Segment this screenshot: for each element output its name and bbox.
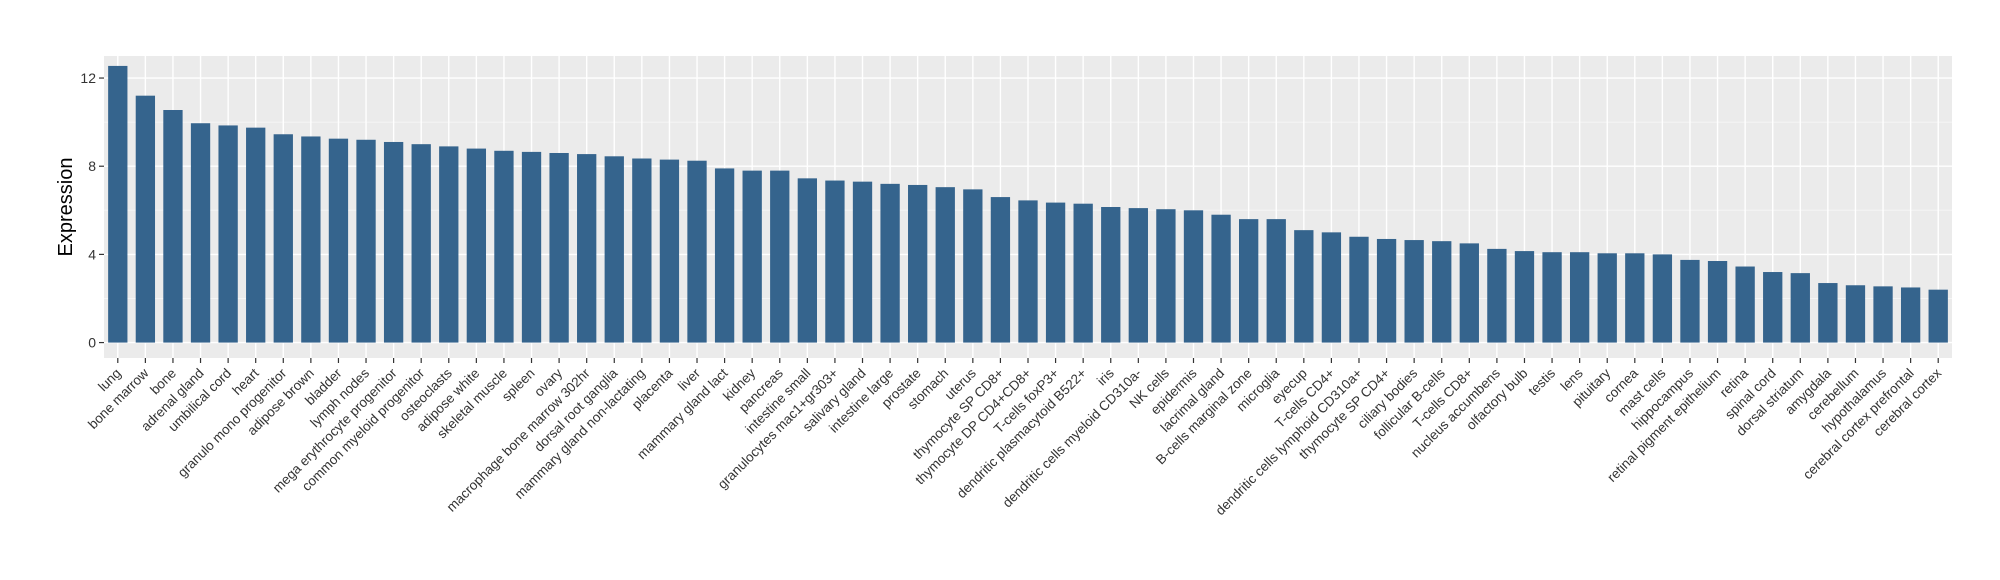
bar — [1707, 261, 1728, 343]
bar — [714, 168, 735, 343]
bars — [108, 65, 1948, 343]
bar — [1128, 208, 1148, 343]
bar — [659, 159, 680, 343]
bar — [108, 65, 128, 343]
bar — [935, 187, 955, 343]
bar — [439, 146, 459, 343]
bar — [1432, 241, 1452, 343]
bar — [1459, 243, 1479, 343]
y-tick-label: 0 — [88, 335, 96, 351]
bar — [1239, 219, 1259, 343]
bar — [1790, 273, 1810, 343]
y-tick-label: 8 — [88, 158, 96, 174]
y-axis: 0 4 8 12 — [80, 70, 104, 351]
bar — [466, 148, 487, 343]
bar — [273, 134, 293, 343]
bar — [1045, 202, 1066, 343]
bar — [1183, 210, 1204, 343]
bar — [1597, 253, 1617, 343]
bar — [1735, 266, 1755, 343]
bar — [1845, 285, 1866, 343]
bar — [328, 138, 349, 343]
bar — [1928, 289, 1948, 343]
bar — [1625, 253, 1645, 343]
y-tick-label: 4 — [88, 246, 96, 262]
bar — [494, 150, 514, 343]
bar — [411, 144, 431, 343]
bar — [1156, 209, 1176, 343]
bar — [770, 170, 790, 343]
bar — [963, 189, 983, 343]
bar — [1569, 252, 1590, 343]
bar — [852, 181, 873, 343]
bar — [632, 158, 652, 343]
bar — [1514, 251, 1535, 343]
bar — [1652, 254, 1673, 343]
bar — [1018, 200, 1038, 343]
bar — [742, 170, 762, 343]
bar — [135, 95, 156, 343]
bar — [1763, 272, 1783, 343]
bar — [246, 127, 266, 343]
bar — [1294, 230, 1314, 343]
bar — [990, 197, 1011, 343]
bar — [687, 160, 707, 343]
bar — [301, 136, 321, 343]
bar — [1376, 238, 1397, 343]
bar — [549, 152, 569, 343]
bar — [521, 151, 542, 343]
bar — [356, 139, 376, 343]
bar — [577, 154, 597, 343]
bar — [190, 123, 211, 343]
y-axis-title: Expression — [55, 158, 77, 257]
bar — [1900, 287, 1921, 343]
bar — [604, 156, 624, 343]
bar — [1101, 207, 1121, 343]
bar — [218, 125, 238, 343]
bar — [908, 184, 928, 343]
bar — [1487, 248, 1507, 343]
bar — [1873, 286, 1893, 343]
y-tick-label: 12 — [80, 70, 96, 86]
bar — [163, 110, 183, 343]
bar — [383, 141, 404, 343]
bar — [1321, 232, 1342, 343]
bar — [1404, 240, 1424, 343]
bar — [1818, 283, 1838, 343]
bar — [1266, 219, 1286, 343]
bar — [1680, 259, 1700, 343]
bar — [1211, 214, 1231, 343]
bar — [797, 178, 817, 343]
bar — [825, 180, 845, 343]
bar — [880, 183, 900, 343]
bar — [1349, 236, 1369, 343]
x-tick-label: testis — [1525, 365, 1558, 398]
bar — [1073, 203, 1093, 343]
bar — [1542, 252, 1562, 343]
